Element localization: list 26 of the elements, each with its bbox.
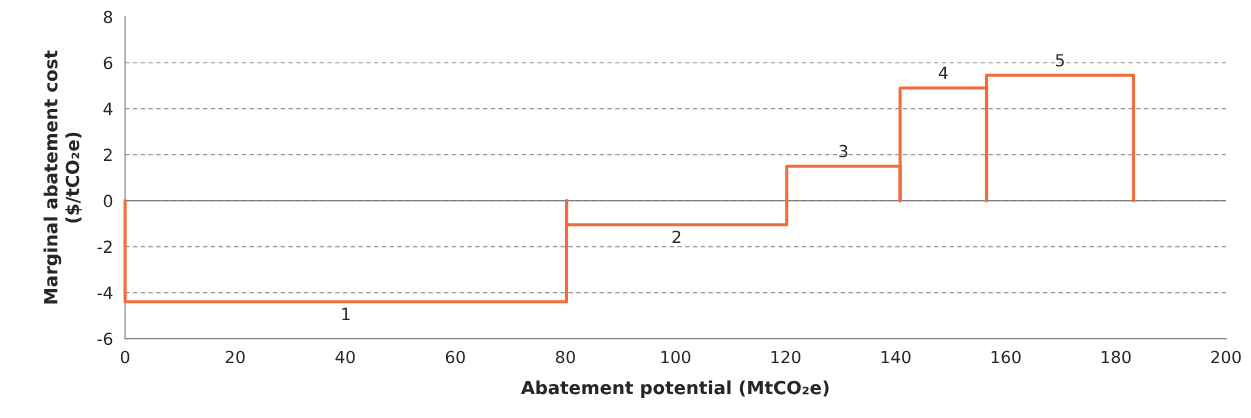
x-tick-label: 80 <box>555 350 575 364</box>
y-tick-label: 2 <box>103 148 112 161</box>
y-axis-title: Marginal abatement cost ($/tCO₂e) <box>43 50 82 304</box>
annotation: 2 <box>672 230 681 243</box>
y-tick-label: 0 <box>103 194 113 208</box>
y-tick-label: 4 <box>103 102 113 116</box>
y-tick-label: 8 <box>103 10 113 24</box>
x-tick-label: 120 <box>771 350 801 364</box>
x-tick-label: 40 <box>335 350 355 364</box>
x-tick-label: 140 <box>881 350 911 364</box>
x-tick-label: 20 <box>225 350 245 364</box>
y-tick-label: -2 <box>97 240 112 253</box>
x-tick-label: 160 <box>991 350 1021 364</box>
annotation: 1 <box>342 307 350 321</box>
annotation: 4 <box>938 66 948 79</box>
x-tick-label: 100 <box>661 350 691 364</box>
x-tick-label: 200 <box>1211 350 1241 364</box>
x-tick-label: 180 <box>1101 350 1131 364</box>
y-tick-label: 6 <box>103 56 113 70</box>
y-tick-label: -4 <box>97 286 113 299</box>
x-axis-title: Abatement potential (MtCO₂e) <box>521 380 829 398</box>
annotation: 5 <box>1056 54 1064 67</box>
x-tick-label: 60 <box>445 350 465 364</box>
y-tick-label: -6 <box>97 332 113 346</box>
annotation: 3 <box>839 144 848 158</box>
x-tick-label: 0 <box>120 350 130 364</box>
